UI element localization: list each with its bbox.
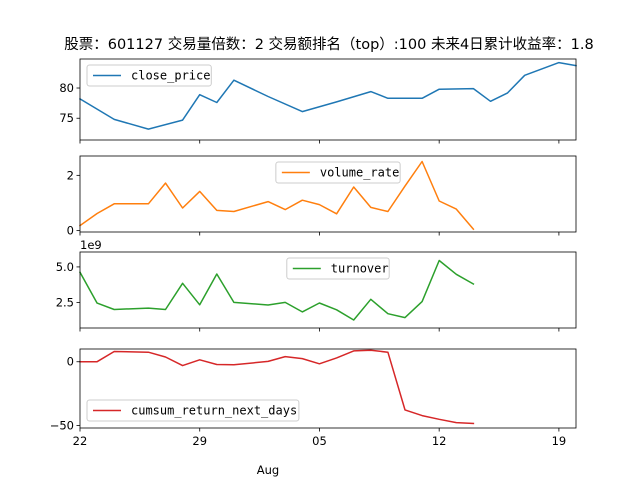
x-tick-label: 12 (432, 434, 447, 448)
subplot-close_price: 75 80 close_price (59, 58, 577, 144)
legend-label: close_price (131, 69, 210, 83)
legend-close_price: close_price (86, 64, 212, 87)
legend-box (86, 399, 300, 422)
subplot-turnover: 2.5 5.0 1e9 turnover (56, 238, 577, 332)
legend-turnover: turnover (286, 257, 390, 280)
y-tick-label: 2.5 (56, 295, 74, 309)
y-tick-label: 0 (67, 355, 74, 369)
series-line-turnover (78, 259, 475, 321)
legend-box (286, 257, 390, 280)
y-offset-label: 1e9 (80, 238, 102, 252)
x-axis-label: Aug (257, 463, 279, 477)
x-tick-label: 29 (192, 434, 207, 448)
subplot-volume_rate: 0 2 volume_rate (67, 155, 577, 238)
y-tick-label: 5.0 (56, 260, 74, 274)
series-line-cumsum_return_next_days (79, 349, 475, 425)
y-tick-label: 0 (67, 224, 74, 238)
axes-frame (79, 251, 577, 329)
y-tick-label: 80 (59, 81, 74, 95)
legend-label: cumsum_return_next_days (131, 404, 297, 418)
series-line-volume_rate (78, 160, 475, 231)
legend-box (86, 64, 212, 87)
axes-frame (79, 58, 577, 141)
y-tick-label: −50 (50, 418, 74, 432)
legend-cumsum_return_next_days: cumsum_return_next_days (86, 399, 300, 422)
legend-box (275, 161, 401, 184)
legend-label: turnover (331, 262, 389, 276)
y-tick-label: 2 (67, 168, 74, 182)
subplot-group: 75 80 close_price 0 2 volume_rate 2.5 5.0 1e9 tur… (50, 58, 577, 448)
series-line-close_price (78, 61, 577, 130)
x-tick-label: 05 (312, 434, 327, 448)
legend-volume_rate: volume_rate (275, 161, 401, 184)
subplot-cumsum_return_next_days: 22 29 05 12 19 −50 0 cumsum_return_next_days (50, 348, 577, 448)
legend-label: volume_rate (320, 166, 399, 180)
x-tick-label: 22 (73, 434, 88, 448)
y-tick-label: 75 (59, 111, 74, 125)
axes-frame (79, 155, 577, 233)
x-tick-label: 19 (552, 434, 567, 448)
chart-title: 股票：601127 交易量倍数：2 交易额排名（top）:100 未来4日累计收… (64, 35, 594, 53)
axes-frame (79, 348, 577, 429)
